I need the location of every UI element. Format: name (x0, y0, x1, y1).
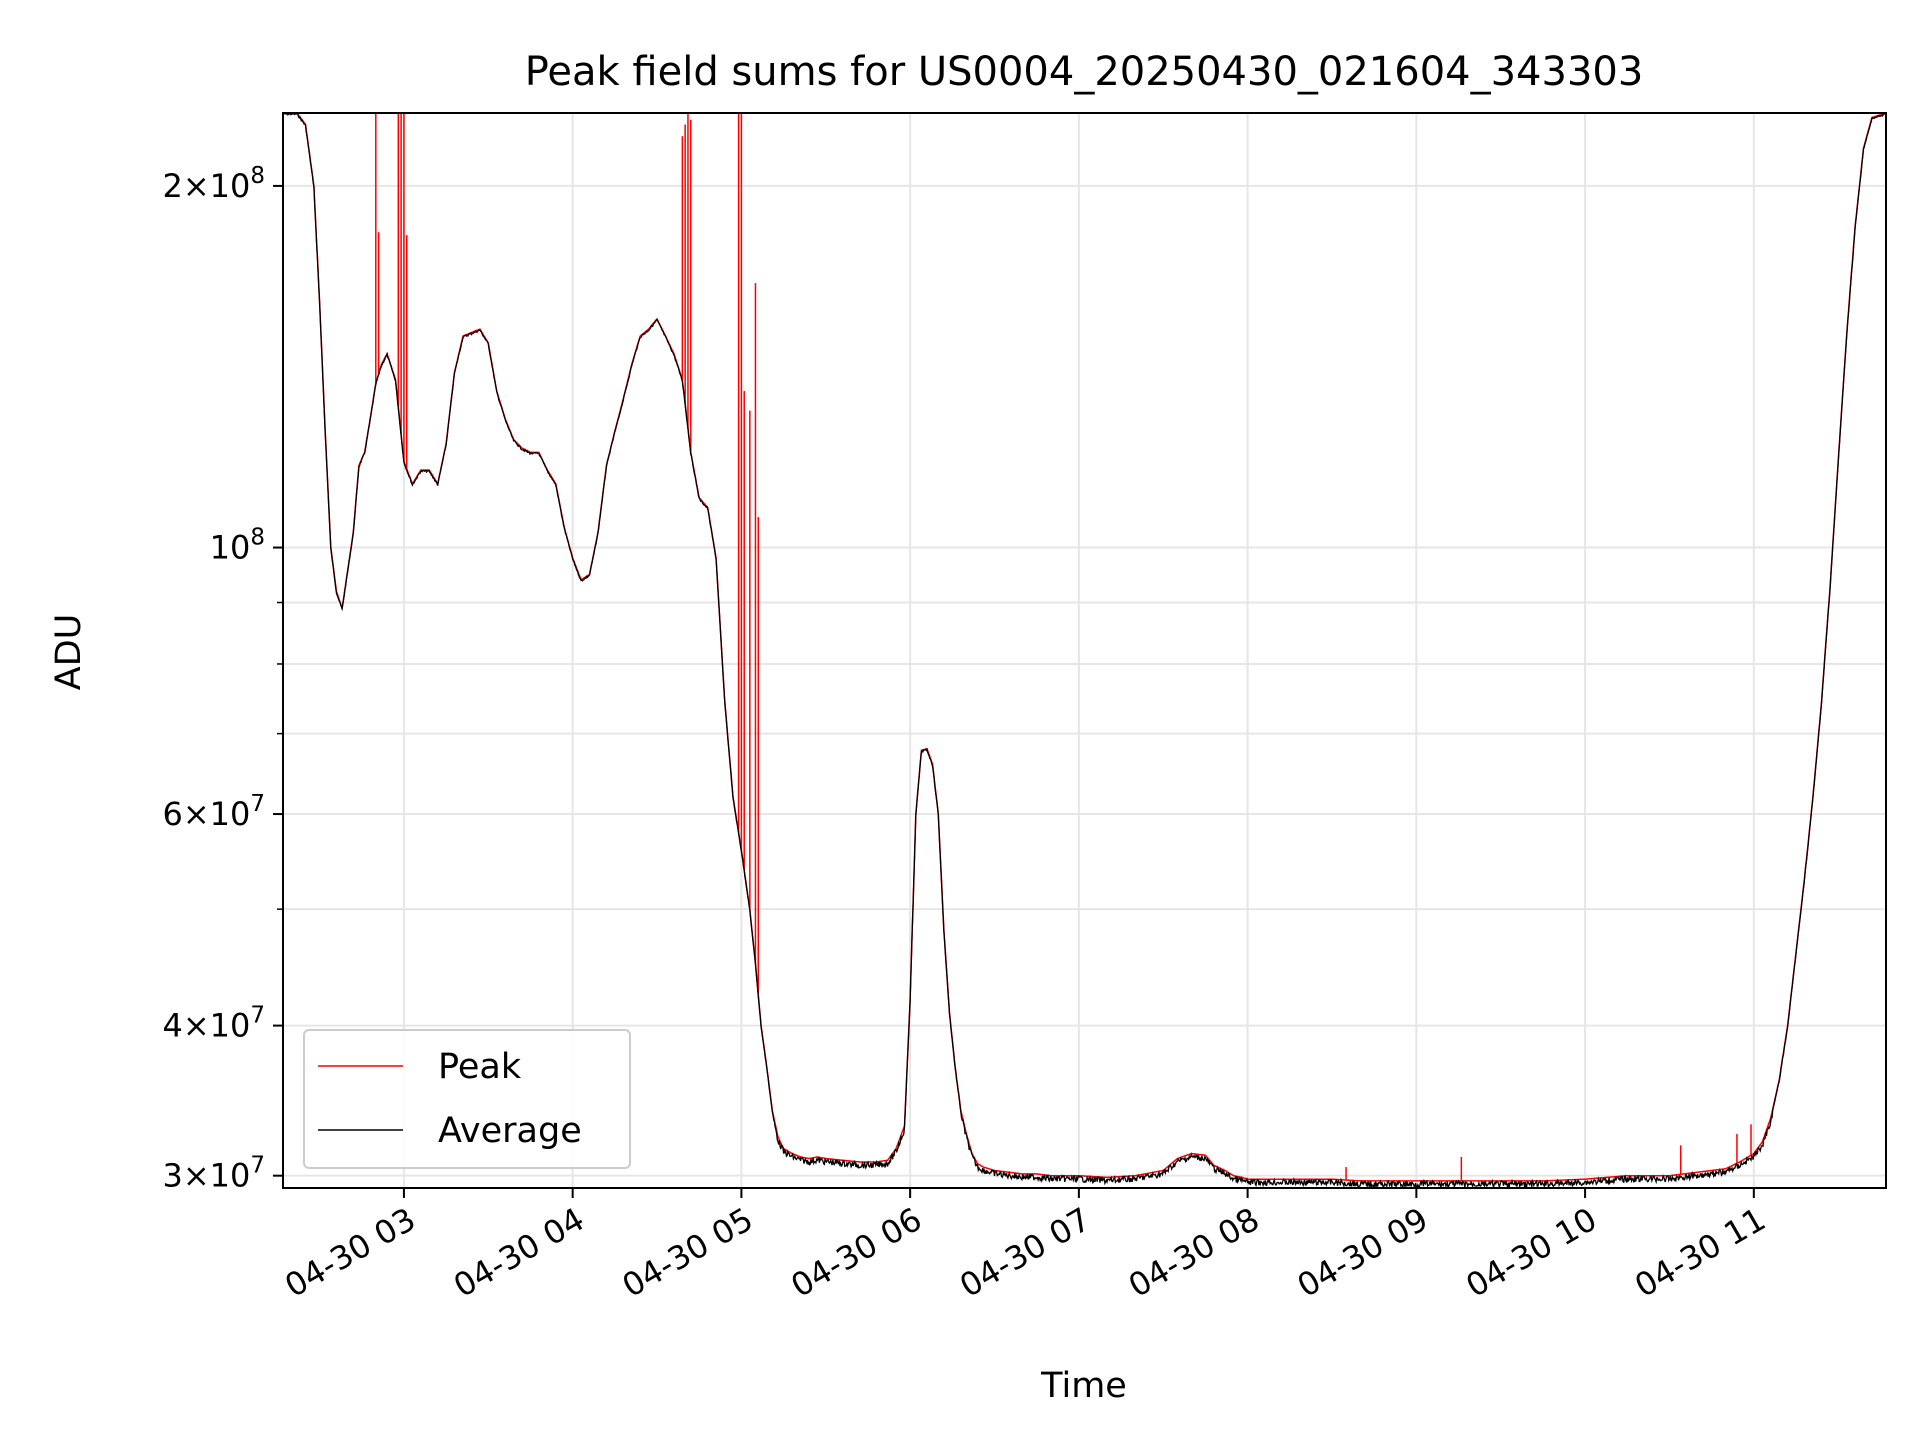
y-tick-label-exponent: 7 (250, 1003, 265, 1029)
y-tick-label: 6×107 (162, 791, 265, 833)
y-tick-label-exponent: 7 (250, 791, 265, 817)
legend-label-peak: Peak (438, 1047, 522, 1087)
y-tick-label-base: 3×10 (162, 1157, 250, 1195)
x-axis-label: Time (1040, 1366, 1127, 1406)
chart-title: Peak field sums for US0004_20250430_0216… (525, 49, 1644, 95)
y-tick-label: 2×108 (162, 163, 265, 205)
y-tick-label-base: 10 (210, 529, 251, 567)
y-tick-label: 4×107 (162, 1003, 265, 1045)
y-tick-label-base: 4×10 (162, 1007, 250, 1045)
y-tick-label-exponent: 8 (250, 525, 265, 551)
average-series-line (283, 113, 1886, 1188)
y-axis-label: ADU (49, 614, 89, 691)
legend-label-average: Average (438, 1111, 582, 1151)
grid (283, 113, 1886, 1188)
series-layer (283, 113, 1886, 1188)
y-tick-label-base: 2×10 (162, 167, 250, 205)
y-tick-label-base: 6×10 (162, 795, 250, 833)
y-tick-label: 108 (210, 525, 265, 567)
y-tick-label-exponent: 7 (250, 1153, 265, 1179)
legend-box (303, 1029, 631, 1169)
y-tick-label: 3×107 (162, 1153, 265, 1195)
y-tick-label-exponent: 8 (250, 163, 265, 189)
plot-frame (282, 112, 1887, 1189)
legend: Peak Average (303, 1029, 631, 1169)
